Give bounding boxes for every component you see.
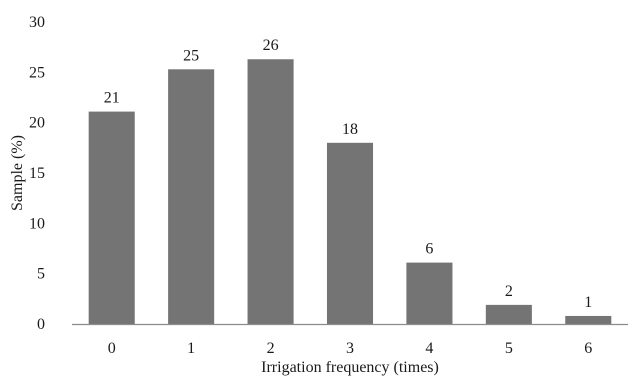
x-axis-title: Irrigation frequency (times) (261, 359, 439, 376)
x-tick-label-2: 2 (267, 340, 275, 357)
y-tick-label: 0 (37, 316, 45, 333)
x-axis-ticks: 0 1 2 3 4 5 6 (108, 340, 593, 357)
y-tick-label: 15 (29, 165, 45, 182)
data-label-1: 25 (183, 47, 199, 64)
bar-3 (326, 142, 374, 324)
x-tick-label-5: 5 (505, 340, 513, 357)
data-label-6: 1 (584, 294, 592, 311)
data-label-3: 18 (342, 121, 358, 138)
bar-1 (168, 69, 215, 325)
data-label-2: 26 (263, 37, 279, 54)
y-tick-label: 5 (37, 266, 45, 283)
bar-0 (88, 111, 135, 325)
bar-6 (565, 315, 612, 324)
x-tick-label-1: 1 (187, 340, 195, 357)
x-tick-label-0: 0 (108, 340, 116, 357)
y-tick-label: 10 (29, 215, 45, 232)
bar-4 (406, 262, 453, 324)
x-tick-label-6: 6 (584, 340, 592, 357)
y-axis-title: Sample (%) (9, 135, 26, 211)
bar-2 (247, 59, 294, 324)
data-label-4: 6 (425, 241, 433, 258)
bar-5 (485, 304, 532, 324)
y-tick-label: 20 (29, 115, 45, 132)
y-axis-ticks: 0 5 10 15 20 25 30 (29, 14, 45, 333)
data-label-5: 2 (505, 283, 513, 300)
bars (88, 59, 612, 325)
y-tick-label: 25 (29, 64, 45, 81)
x-tick-label-3: 3 (346, 340, 354, 357)
x-tick-label-4: 4 (425, 340, 433, 357)
y-tick-label: 30 (29, 14, 45, 31)
data-label-0: 21 (104, 90, 120, 107)
